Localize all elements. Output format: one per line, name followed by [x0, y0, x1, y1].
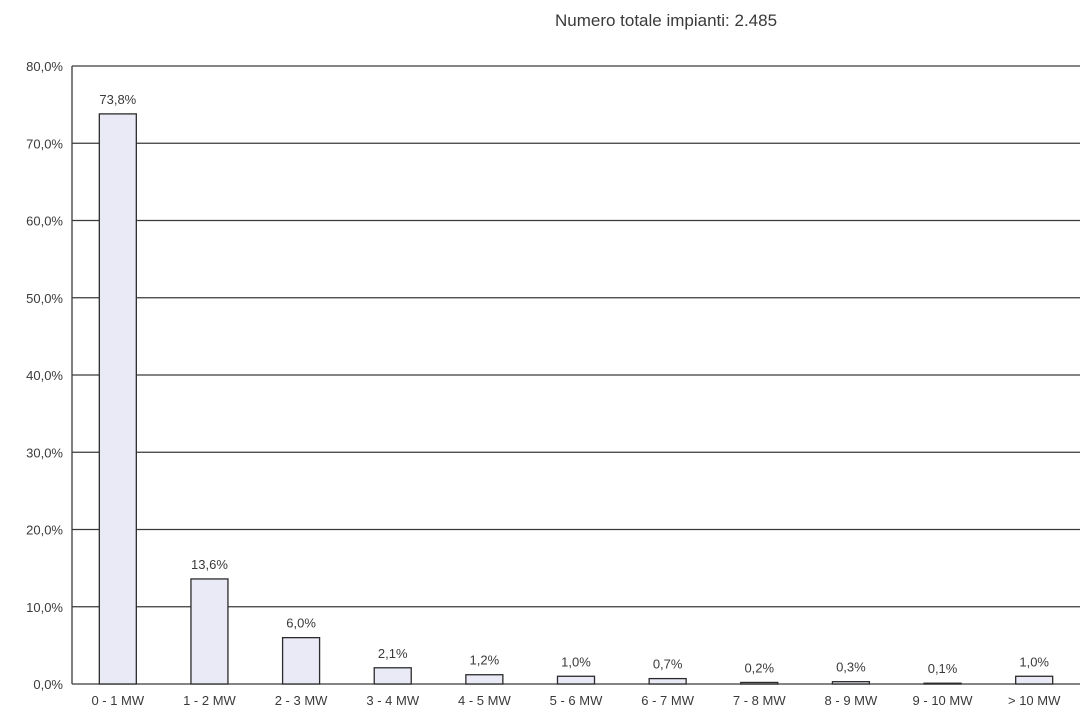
chart-title: Numero totale impianti: 2.485: [555, 11, 777, 30]
bar: [98, 113, 137, 685]
x-tick-label: 5 - 6 MW: [550, 693, 603, 708]
data-label: 1,2%: [470, 653, 500, 668]
x-tick-label: 0 - 1 MW: [91, 693, 144, 708]
x-tick-label: 4 - 5 MW: [458, 693, 511, 708]
x-tick-label: 3 - 4 MW: [366, 693, 419, 708]
data-label: 13,6%: [191, 557, 228, 572]
data-label: 0,1%: [928, 661, 958, 676]
y-tick-label: 10,0%: [26, 600, 63, 615]
data-label: 73,8%: [99, 92, 136, 107]
bar: [190, 578, 229, 685]
x-tick-label: 6 - 7 MW: [641, 693, 694, 708]
data-label: 2,1%: [378, 646, 408, 661]
x-tick-label: 1 - 2 MW: [183, 693, 236, 708]
data-label: 0,7%: [653, 657, 683, 672]
data-label: 0,3%: [836, 660, 866, 675]
bar: [831, 681, 871, 685]
bar: [465, 674, 504, 685]
y-tick-label: 0,0%: [33, 677, 63, 692]
data-label: 1,0%: [1019, 654, 1049, 669]
x-tick-label: 2 - 3 MW: [275, 693, 328, 708]
y-tick-label: 80,0%: [26, 59, 63, 74]
x-tick-label: 8 - 9 MW: [825, 693, 878, 708]
data-label: 1,0%: [561, 654, 591, 669]
bar: [1015, 675, 1054, 685]
x-tick-label: 7 - 8 MW: [733, 693, 786, 708]
bar: [373, 667, 412, 685]
x-axis-tick-labels: 0 - 1 MW 1 - 2 MW 2 - 3 MW 3 - 4 MW 4 - 5 MW…: [91, 693, 1061, 708]
y-tick-label: 20,0%: [26, 523, 63, 538]
bars: [98, 113, 1054, 685]
y-tick-label: 70,0%: [26, 136, 63, 151]
y-tick-label: 60,0%: [26, 214, 63, 229]
bar: [556, 675, 596, 685]
y-axis-tick-labels: 0,0% 10,0% 20,0% 30,0% 40,0% 50,0% 60,0% 70,0% 8…: [26, 59, 63, 692]
x-tick-label: 9 - 10 MW: [913, 693, 974, 708]
y-tick-label: 30,0%: [26, 445, 63, 460]
bar: [740, 681, 779, 685]
data-label: 0,2%: [744, 660, 774, 675]
gridlines: [71, 65, 1080, 685]
bar: [648, 677, 687, 685]
y-tick-label: 40,0%: [26, 368, 63, 383]
x-tick-label: > 10 MW: [1008, 693, 1061, 708]
data-label: 6,0%: [286, 616, 316, 631]
bar: [281, 637, 321, 685]
y-tick-label: 50,0%: [26, 291, 63, 306]
value-labels: 73,8% 13,6% 6,0% 2,1% 1,2% 1,0% 0,7% 0,2% 0,3% 0,…: [99, 92, 1049, 676]
bar: [923, 682, 962, 685]
